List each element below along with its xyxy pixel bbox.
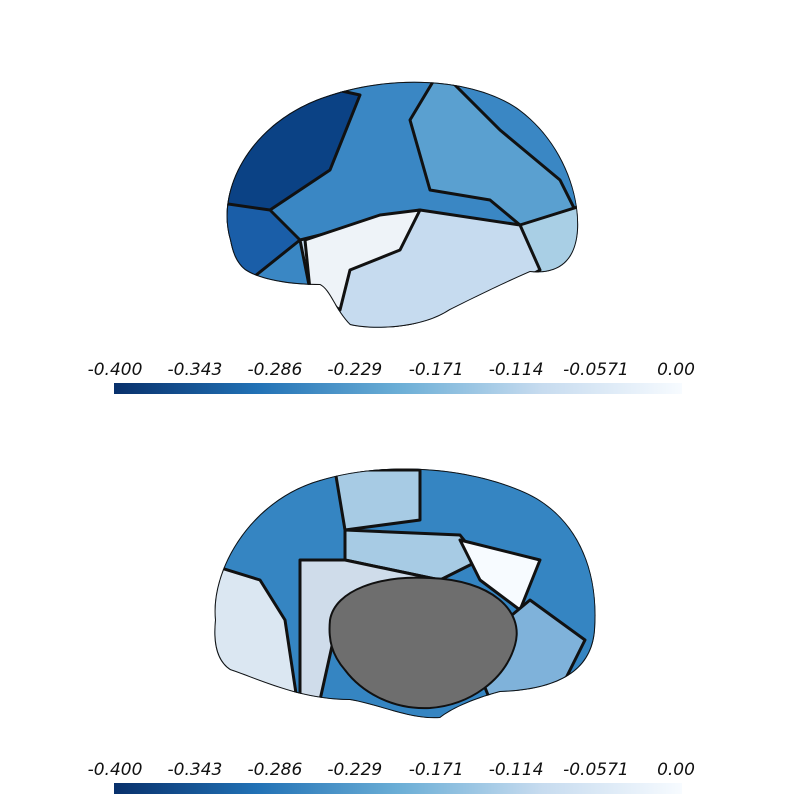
tick-label: 0.00 xyxy=(657,760,695,780)
colorbars: -0.400 -0.343 -0.286 -0.229 -0.171 -0.114 -0.0… xyxy=(88,360,695,794)
tick-label: -0.0571 xyxy=(563,360,629,380)
tick-label: -0.114 xyxy=(489,760,544,780)
tick-label: -0.229 xyxy=(327,360,382,380)
tick-label: -0.171 xyxy=(409,760,464,780)
tick-label: -0.229 xyxy=(327,760,382,780)
tick-label: -0.343 xyxy=(168,360,223,380)
tick-label: -0.400 xyxy=(88,760,143,780)
tick-label: 0.00 xyxy=(657,360,695,380)
colorbar xyxy=(114,783,682,794)
tick-label: -0.343 xyxy=(168,760,223,780)
tick-label: -0.286 xyxy=(247,760,302,780)
tick-label: -0.400 xyxy=(88,360,143,380)
tick-label: -0.0571 xyxy=(563,760,629,780)
tick-label: -0.114 xyxy=(489,360,544,380)
tick-label: -0.286 xyxy=(247,360,302,380)
brain-medial xyxy=(214,468,596,719)
colorbar xyxy=(114,383,682,394)
brain-lateral xyxy=(226,81,579,328)
tick-label: -0.171 xyxy=(409,360,464,380)
